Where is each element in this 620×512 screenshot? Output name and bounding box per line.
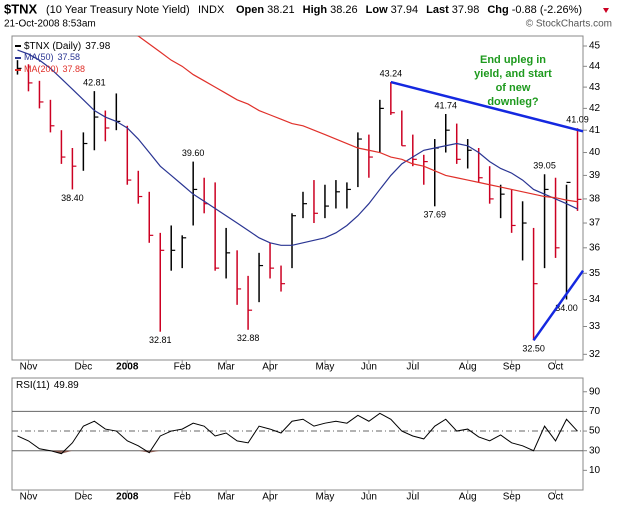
- x-tick-label: Jun: [361, 492, 377, 503]
- x-tick-label: Mar: [218, 362, 236, 373]
- annotation: of new: [496, 82, 531, 94]
- stat-label: Low: [366, 4, 388, 16]
- legend-entry: $TNX (Daily) 37.98: [24, 41, 111, 52]
- legend-value: 37.88: [63, 64, 86, 74]
- y-tick-label: 33: [589, 321, 601, 332]
- annotation: downleg?: [487, 96, 539, 108]
- x-tick-label: Jul: [406, 362, 419, 373]
- y-tick-label: 37: [589, 218, 601, 229]
- x-tick-label: Jun: [361, 362, 377, 373]
- down-arrow: [603, 8, 609, 13]
- x-tick-label: Apr: [262, 362, 278, 373]
- legend-value: 37.98: [85, 41, 110, 52]
- x-tick-label: Oct: [548, 492, 564, 503]
- low-label: 32.88: [237, 333, 260, 343]
- x-tick-label: Dec: [74, 492, 92, 503]
- trendline: [532, 269, 585, 342]
- y-tick-label: 70: [589, 406, 601, 417]
- y-tick-label: 90: [589, 386, 601, 397]
- x-tick-label: May: [315, 492, 334, 503]
- x-tick-label: 2008: [116, 362, 139, 373]
- copyright: © StockCharts.com: [526, 19, 612, 30]
- trendline: [390, 80, 584, 133]
- low-label: 32.81: [149, 335, 172, 345]
- y-tick-label: 43: [589, 82, 601, 93]
- y-tick-label: 34: [589, 294, 601, 305]
- y-tick-label: 41: [589, 125, 601, 136]
- low-label: 38.40: [61, 193, 84, 203]
- high-label: 42.81: [83, 77, 106, 87]
- stat-value: 38.21: [267, 4, 295, 16]
- price-frame: [11, 35, 584, 361]
- x-tick-label: Dec: [74, 362, 92, 373]
- symbol-name: (10 Year Treasury Note Yield): [46, 4, 190, 16]
- y-tick-label: 42: [589, 103, 601, 114]
- stat-label: Open: [236, 4, 264, 16]
- x-tick-label: Mar: [218, 492, 236, 503]
- legend-name: $TNX (Daily): [24, 41, 81, 52]
- x-tick-label: May: [315, 362, 334, 373]
- x-tick-label: Aug: [459, 492, 477, 503]
- rsi-line: [17, 412, 578, 455]
- date: 21-Oct-2008 8:53am: [4, 19, 96, 30]
- stat-label: Chg: [487, 4, 508, 16]
- x-tick-label: Sep: [503, 362, 521, 373]
- moving-average: [17, 49, 578, 246]
- oversold-fill: [149, 450, 161, 453]
- legend-name: RSI(11): [16, 380, 50, 391]
- stats: Open 38.21 High 38.26 Low 37.94 Last 37.98 Chg -0…: [236, 4, 582, 16]
- y-tick-label: 45: [589, 41, 601, 52]
- stat-value: -0.88 (-2.26%): [512, 4, 582, 16]
- x-tick-label: Feb: [174, 362, 192, 373]
- y-tick-label: 36: [589, 242, 601, 253]
- x-tick-label: Jul: [406, 492, 419, 503]
- low-label: 32.50: [522, 344, 545, 354]
- y-tick-label: 39: [589, 170, 601, 181]
- x-tick-label: Apr: [262, 492, 278, 503]
- low-label: 37.69: [423, 210, 446, 220]
- legend-name: MA(200): [24, 64, 59, 74]
- legend-name: MA(50): [24, 52, 54, 62]
- exchange: INDX: [198, 4, 225, 16]
- legend-entry: MA(200) 37.88: [24, 64, 85, 74]
- x-tick-label: 2008: [116, 492, 139, 503]
- annotation: yield, and start: [474, 68, 552, 80]
- stat-label: Last: [426, 4, 449, 16]
- high-label: 41.09: [566, 115, 589, 125]
- symbol: $TNX: [4, 1, 38, 16]
- legend-value: 37.58: [58, 52, 81, 62]
- x-tick-label: Nov: [20, 362, 38, 373]
- y-tick-label: 38: [589, 194, 601, 205]
- x-tick-label: Nov: [20, 492, 38, 503]
- x-tick-label: Feb: [174, 492, 192, 503]
- stat-value: 37.94: [391, 4, 419, 16]
- rsi-frame: [11, 377, 584, 491]
- legend-value: 49.89: [54, 380, 79, 391]
- y-tick-label: 44: [589, 61, 601, 72]
- stat-label: High: [303, 4, 328, 16]
- high-label: 43.24: [380, 68, 403, 78]
- y-tick-label: 35: [589, 268, 601, 279]
- x-tick-label: Aug: [459, 362, 477, 373]
- y-tick-label: 50: [589, 426, 601, 437]
- y-tick-label: 30: [589, 445, 601, 456]
- x-tick-label: Sep: [503, 492, 521, 503]
- high-label: 41.74: [434, 100, 457, 110]
- moving-average: [136, 36, 578, 203]
- high-label: 39.60: [182, 148, 205, 158]
- x-tick-label: Oct: [548, 362, 564, 373]
- y-tick-label: 40: [589, 147, 601, 158]
- high-label: 39.05: [533, 161, 556, 171]
- annotation: End upleg in: [480, 54, 546, 66]
- y-tick-label: 32: [589, 349, 601, 360]
- low-label: 34.00: [555, 303, 578, 313]
- rsi-legend: RSI(11) 49.89: [16, 380, 79, 391]
- y-tick-label: 10: [589, 465, 601, 476]
- stat-value: 37.98: [452, 4, 480, 16]
- legend-entry: MA(50) 37.58: [24, 52, 80, 62]
- stat-value: 38.26: [330, 4, 358, 16]
